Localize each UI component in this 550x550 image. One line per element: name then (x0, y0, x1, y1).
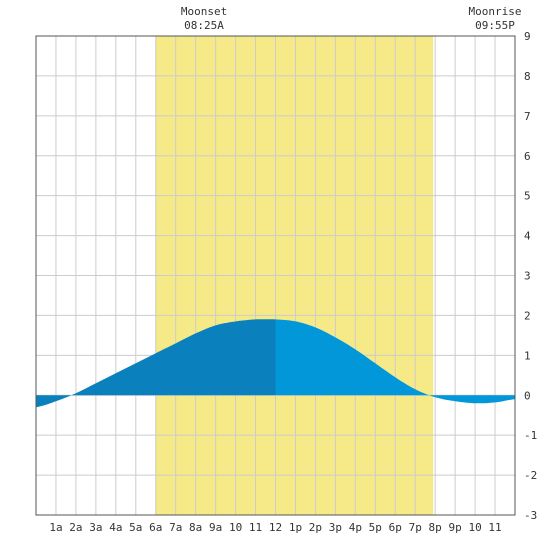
y-tick-label: 9 (524, 30, 531, 43)
x-tick-label: 7p (409, 521, 422, 534)
x-tick-label: 8p (429, 521, 442, 534)
plot-frame (35, 35, 516, 516)
x-tick-label: 6a (149, 521, 162, 534)
x-tick-label: 2a (69, 521, 82, 534)
tide-area (36, 319, 515, 408)
x-tick-label: 9p (449, 521, 462, 534)
y-tick-label: 7 (524, 110, 531, 123)
x-tick-label: 12 (269, 521, 282, 534)
x-tick-label: 5p (369, 521, 382, 534)
y-tick-label: -1 (524, 429, 537, 442)
y-tick-label: 5 (524, 190, 531, 203)
grid (36, 35, 515, 516)
x-tick-label: 10 (468, 521, 481, 534)
annotation-time: 09:55P (475, 19, 515, 32)
x-tick-label: 11 (249, 521, 262, 534)
annotation-label: Moonrise (469, 5, 522, 18)
x-tick-label: 4p (349, 521, 362, 534)
x-tick-label: 11 (488, 521, 501, 534)
x-tick-label: 5a (129, 521, 142, 534)
x-tick-label: 7a (169, 521, 182, 534)
tide-falling-area (275, 319, 515, 404)
y-tick-label: 2 (524, 309, 531, 322)
x-tick-label: 1p (289, 521, 302, 534)
annotation-time: 08:25A (184, 19, 224, 32)
x-axis-ticks: 1a 2a 3a 4a 5a 6a 7a 8a 9a 10 11 12 1p 2p 3p 4p 5p 6p 7p 8p… (49, 521, 501, 534)
annotation-label: Moonset (181, 5, 227, 18)
x-tick-label: 2p (309, 521, 322, 534)
x-tick-label: 3a (89, 521, 102, 534)
x-tick-label: 9a (209, 521, 222, 534)
y-axis-ticks: -3 -2 -1 0 1 2 3 4 5 6 7 8 9 (524, 30, 537, 522)
y-tick-label: 4 (524, 230, 531, 243)
y-tick-label: -3 (524, 509, 537, 522)
y-tick-label: 3 (524, 270, 531, 283)
x-tick-label: 8a (189, 521, 202, 534)
x-tick-label: 1a (49, 521, 62, 534)
x-tick-label: 3p (329, 521, 342, 534)
tide-rising-area (36, 319, 276, 408)
y-tick-label: 1 (524, 349, 531, 362)
y-tick-label: 8 (524, 70, 531, 83)
y-tick-label: -2 (524, 469, 537, 482)
y-tick-label: 0 (524, 389, 531, 402)
x-tick-label: 4a (109, 521, 122, 534)
y-tick-label: 6 (524, 150, 531, 163)
x-tick-label: 6p (389, 521, 402, 534)
x-tick-label: 10 (229, 521, 242, 534)
